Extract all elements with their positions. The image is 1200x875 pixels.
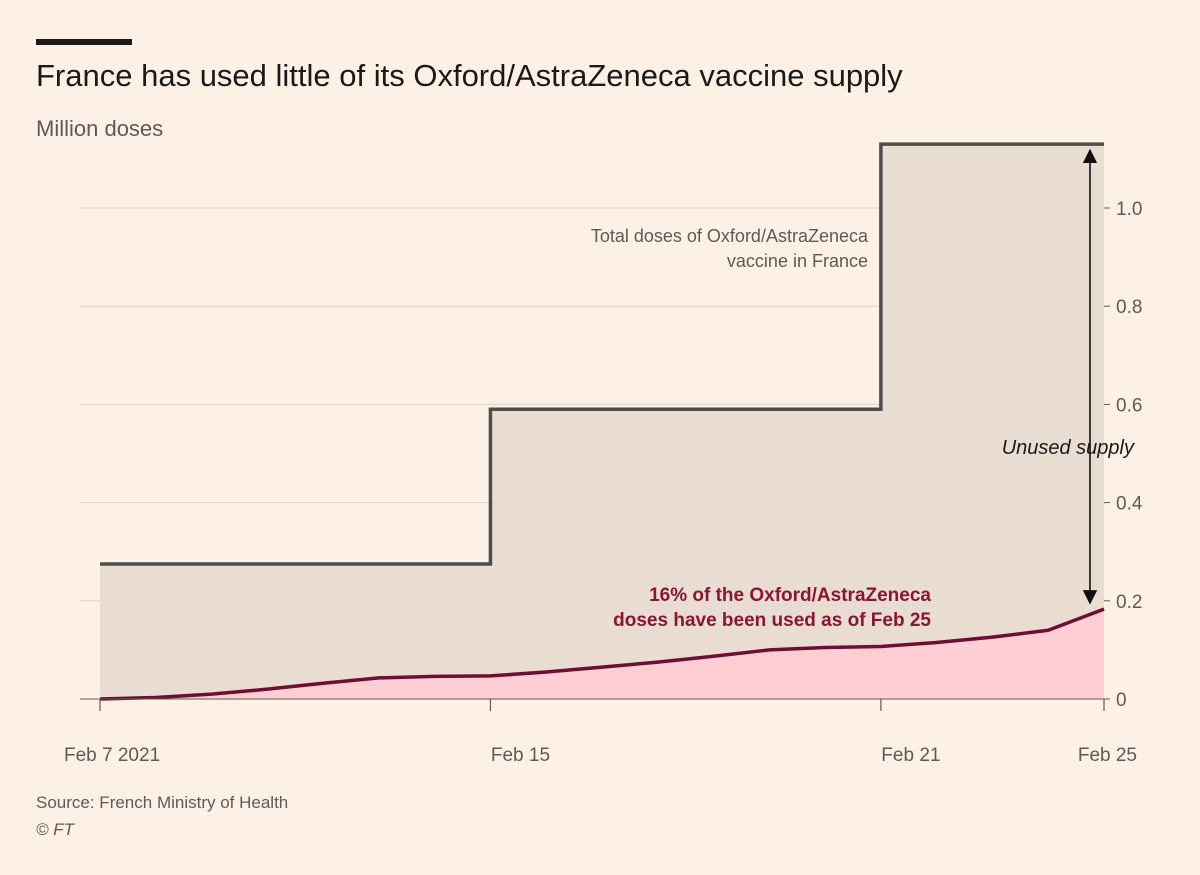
x-tick-label: Feb 25	[1078, 745, 1137, 766]
supply-annotation-line2: vaccine in France	[727, 251, 868, 271]
used-area	[100, 609, 1104, 699]
top-accent-bar	[36, 39, 132, 45]
y-tick-label: 0.4	[1116, 494, 1143, 515]
y-tick-label: 1.0	[1116, 199, 1142, 220]
copyright-note: © FT	[36, 820, 75, 839]
used-annotation-line2: doses have been used as of Feb 25	[613, 610, 931, 631]
x-tick-label: Feb 7 2021	[64, 745, 160, 766]
supply-line	[100, 142, 1104, 566]
x-tick-label: Feb 21	[881, 745, 940, 766]
axes: 0 0.2 0.4 0.6 0.8 1.0 Feb 7 2021 Feb 15 Feb 21 Fe…	[64, 199, 1143, 766]
unused-supply-annotation: Unused supply	[1002, 437, 1135, 459]
x-tick-label: Feb 15	[491, 745, 550, 766]
supply-annotation-line1: Total doses of Oxford/AstraZeneca	[591, 226, 869, 246]
used-line	[99, 607, 1105, 701]
y-tick-label: 0.8	[1116, 297, 1142, 318]
y-tick-label: 0	[1116, 690, 1127, 711]
y-tick-label: 0.2	[1116, 592, 1142, 613]
y-axis-unit-label: Million doses	[36, 116, 164, 141]
chart-title: France has used little of its Oxford/Ast…	[36, 58, 903, 93]
supply-area	[100, 144, 1104, 700]
source-note: Source: French Ministry of Health	[36, 793, 289, 812]
used-annotation-line1: 16% of the Oxford/AstraZeneca	[649, 585, 931, 606]
y-tick-label: 0.6	[1116, 395, 1142, 416]
